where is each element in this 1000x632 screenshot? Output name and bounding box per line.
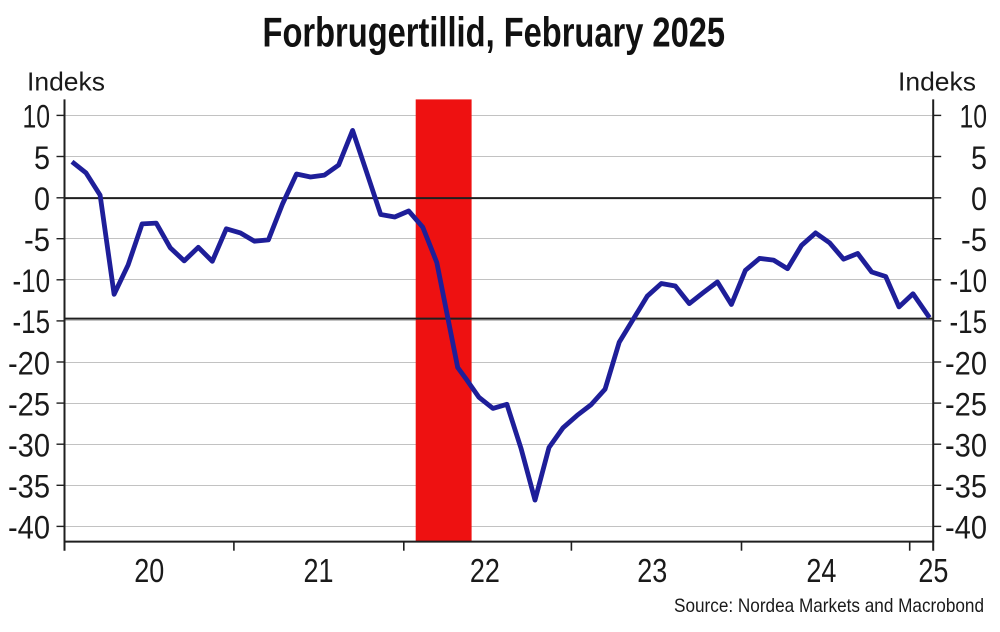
svg-text:-25: -25 (8, 386, 50, 422)
svg-text:-15: -15 (950, 304, 988, 340)
svg-text:10: 10 (960, 99, 988, 135)
svg-text:24: 24 (806, 553, 836, 590)
svg-text:-15: -15 (13, 304, 51, 340)
svg-text:-20: -20 (8, 345, 50, 381)
svg-text:-5: -5 (961, 222, 987, 258)
svg-text:-40: -40 (945, 510, 987, 546)
svg-text:5: 5 (34, 140, 50, 176)
svg-text:-10: -10 (13, 263, 51, 299)
svg-text:22: 22 (470, 553, 500, 590)
svg-text:-25: -25 (945, 386, 987, 422)
svg-text:21: 21 (304, 553, 334, 590)
svg-text:-20: -20 (945, 345, 987, 381)
svg-text:23: 23 (637, 553, 667, 590)
svg-text:0: 0 (971, 181, 987, 217)
svg-text:25: 25 (918, 553, 948, 590)
svg-text:-10: -10 (950, 263, 988, 299)
svg-text:20: 20 (134, 553, 164, 590)
svg-text:-35: -35 (8, 469, 50, 505)
svg-text:Forbrugertillid, February 2025: Forbrugertillid, February 2025 (263, 9, 726, 56)
svg-text:-35: -35 (945, 469, 987, 505)
svg-text:-5: -5 (24, 222, 50, 258)
svg-text:0: 0 (34, 181, 50, 217)
svg-text:Source: Nordea Markets and Mac: Source: Nordea Markets and Macrobond (674, 595, 984, 617)
svg-text:-30: -30 (945, 428, 987, 464)
svg-text:10: 10 (23, 99, 51, 135)
svg-text:Indeks: Indeks (27, 67, 105, 97)
svg-text:-40: -40 (8, 510, 50, 546)
svg-text:-30: -30 (8, 428, 50, 464)
svg-text:5: 5 (971, 140, 987, 176)
svg-text:Indeks: Indeks (898, 67, 976, 97)
